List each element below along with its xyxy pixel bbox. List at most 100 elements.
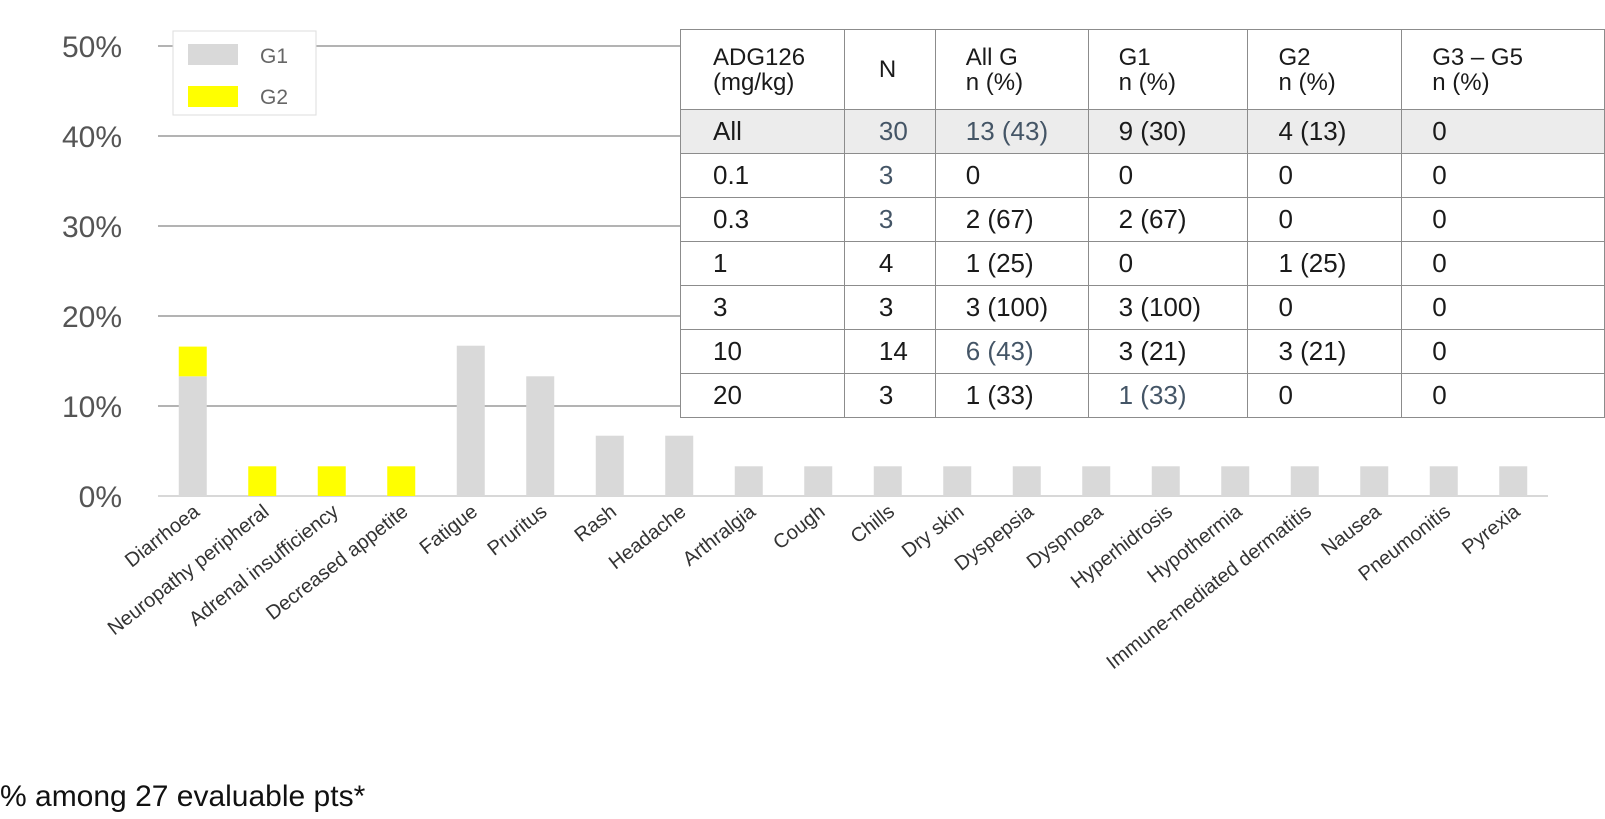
header-g1-line1: G1 [1118, 43, 1151, 71]
bar-g1 [526, 376, 555, 496]
y-tick-label: 10% [62, 391, 122, 424]
table-row: 1 4 1 (25) 0 1 (25) 0 [680, 241, 1605, 286]
table-cell: 0 [1247, 153, 1403, 198]
x-tick-label: Cough [769, 501, 829, 555]
header-dose-line2: (mg/kg) [713, 68, 795, 96]
table-row: 0.1 3 0 0 0 0 [680, 153, 1605, 198]
bar-g1 [943, 466, 972, 496]
bar-g1 [873, 466, 902, 496]
bars [178, 345, 1528, 496]
x-tick-label: Dyspepsia [951, 500, 1039, 575]
bar-g1 [1429, 466, 1458, 496]
table-cell: 0 [1401, 109, 1605, 154]
table-cell: 3 (100) [1087, 285, 1249, 330]
table-cell: 30 [843, 109, 936, 154]
header-g2: G2 n (%) [1247, 29, 1403, 110]
table-row: 3 3 3 (100) 3 (100) 0 0 [680, 285, 1605, 330]
y-tick-label: 20% [62, 301, 122, 334]
bar-g2 [178, 346, 207, 377]
header-g3-g5-line2: n (%) [1432, 68, 1490, 96]
bar-g2 [248, 466, 277, 496]
table-cell: 9 (30) [1087, 109, 1249, 154]
table-cell: 1 [680, 241, 845, 286]
y-tick-label: 30% [62, 211, 122, 244]
table-cell: 3 [843, 285, 936, 330]
table-cell: 20 [680, 373, 845, 418]
y-axis-ticks: 0% 10% 20% 30% 40% 50% [62, 31, 122, 514]
table-row: All 30 13 (43) 9 (30) 4 (13) 0 [680, 109, 1605, 154]
table-cell: 3 (21) [1087, 329, 1249, 374]
header-n-line1: N [878, 56, 897, 83]
table-cell: 0 [1247, 197, 1403, 242]
legend-swatch-g2 [188, 86, 238, 107]
bar-g1 [1082, 466, 1111, 496]
table-cell: 3 [843, 197, 936, 242]
bar-g1 [1360, 466, 1389, 496]
header-g2-line1: G2 [1278, 43, 1311, 71]
y-tick-label: 40% [62, 121, 122, 154]
table-row: 20 3 1 (33) 1 (33) 0 0 [680, 373, 1605, 418]
table-cell: 0 [1401, 373, 1605, 418]
table-cell: 13 (43) [934, 109, 1089, 154]
table-cell: 1 (25) [1247, 241, 1403, 286]
x-tick-label: Pruritus [483, 501, 551, 561]
bar-g1 [595, 435, 624, 496]
header-g3-g5-line1: G3 – G5 [1432, 43, 1523, 71]
bar-g1 [665, 435, 694, 496]
bar-g2 [317, 466, 346, 496]
table-cell: 14 [843, 329, 936, 374]
header-g3-g5: G3 – G5 n (%) [1401, 29, 1605, 110]
table-cell: 0.3 [680, 197, 845, 242]
table-cell: 3 (100) [934, 285, 1089, 330]
header-all-g-line1: All G [965, 43, 1018, 71]
y-tick-label: 0% [79, 481, 122, 514]
table-cell: 0 [1401, 329, 1605, 374]
bar-g1 [1151, 466, 1180, 496]
table-cell: 6 (43) [934, 329, 1089, 374]
table-row: 0.3 3 2 (67) 2 (67) 0 0 [680, 197, 1605, 242]
table-row: 10 14 6 (43) 3 (21) 3 (21) 0 [680, 329, 1605, 374]
legend-label-g1: G1 [260, 45, 288, 68]
x-tick-label: Arthralgia [679, 500, 761, 571]
header-g2-line2: n (%) [1278, 68, 1336, 96]
bar-g2 [387, 466, 416, 496]
table-cell: 1 (33) [1087, 373, 1249, 418]
x-tick-label: Rash [570, 501, 620, 547]
table-cell: 0 [934, 153, 1089, 198]
x-tick-label: Headache [605, 501, 690, 574]
bar-g1 [1290, 466, 1319, 496]
bar-g1 [804, 466, 833, 496]
header-n: N [843, 29, 936, 110]
header-all-g-line2: n (%) [965, 68, 1024, 96]
x-tick-label: Fatigue [416, 501, 482, 559]
table-cell: 0 [1401, 241, 1605, 286]
table-cell: 3 [843, 153, 936, 198]
table-cell: 2 (67) [934, 197, 1089, 242]
table-cell: 0 [1087, 153, 1249, 198]
table-cell: 4 (13) [1247, 109, 1403, 154]
legend-label-g2: G2 [260, 86, 288, 109]
bar-g1 [734, 466, 763, 496]
table-cell: 3 (21) [1247, 329, 1403, 374]
table-cell: 0 [1401, 285, 1605, 330]
bar-g1 [456, 345, 485, 496]
footnote: % among 27 evaluable pts* [0, 780, 366, 813]
legend-swatch-g1 [188, 44, 238, 65]
header-dose-line1: ADG126 [713, 43, 806, 71]
table-cell: 0.1 [680, 153, 845, 198]
x-tick-label: Chills [847, 501, 899, 548]
table-cell: 0 [1401, 153, 1605, 198]
table-cell: All [680, 109, 845, 154]
table-cell: 0 [1247, 285, 1403, 330]
table-cell: 0 [1087, 241, 1249, 286]
table-cell: 1 (33) [934, 373, 1089, 418]
bar-g1 [1221, 466, 1250, 496]
bar-g1 [178, 376, 207, 496]
table-cell: 1 (25) [934, 241, 1089, 286]
bar-g1 [1499, 466, 1528, 496]
